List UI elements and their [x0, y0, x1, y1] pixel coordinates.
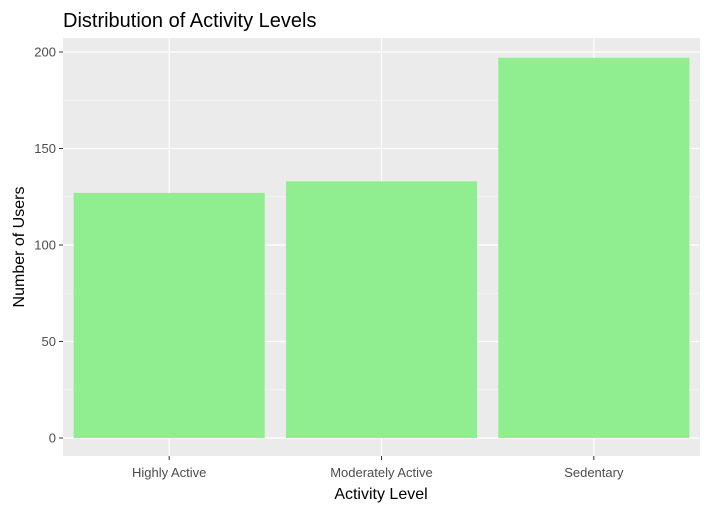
y-axis-title: Number of Users	[11, 187, 28, 308]
y-tick-label: 200	[34, 45, 56, 60]
x-tick-label: Sedentary	[564, 465, 624, 480]
y-tick-label: 0	[49, 431, 56, 446]
x-tick-label: Highly Active	[132, 465, 206, 480]
y-axis: 0 50 100 150 200	[34, 45, 63, 446]
y-tick-label: 150	[34, 141, 56, 156]
bar-sedentary	[498, 57, 690, 438]
bars	[73, 57, 690, 438]
chart-title: Distribution of Activity Levels	[63, 10, 316, 32]
x-tick-label: Moderately Active	[330, 465, 433, 480]
bar-highly-active	[73, 192, 265, 438]
x-axis-title: Activity Level	[334, 486, 427, 503]
y-tick-label: 100	[34, 238, 56, 253]
x-axis: Highly Active Moderately Active Sedentary	[132, 456, 624, 480]
y-tick-label: 50	[42, 334, 56, 349]
bar-moderately-active	[285, 181, 478, 438]
